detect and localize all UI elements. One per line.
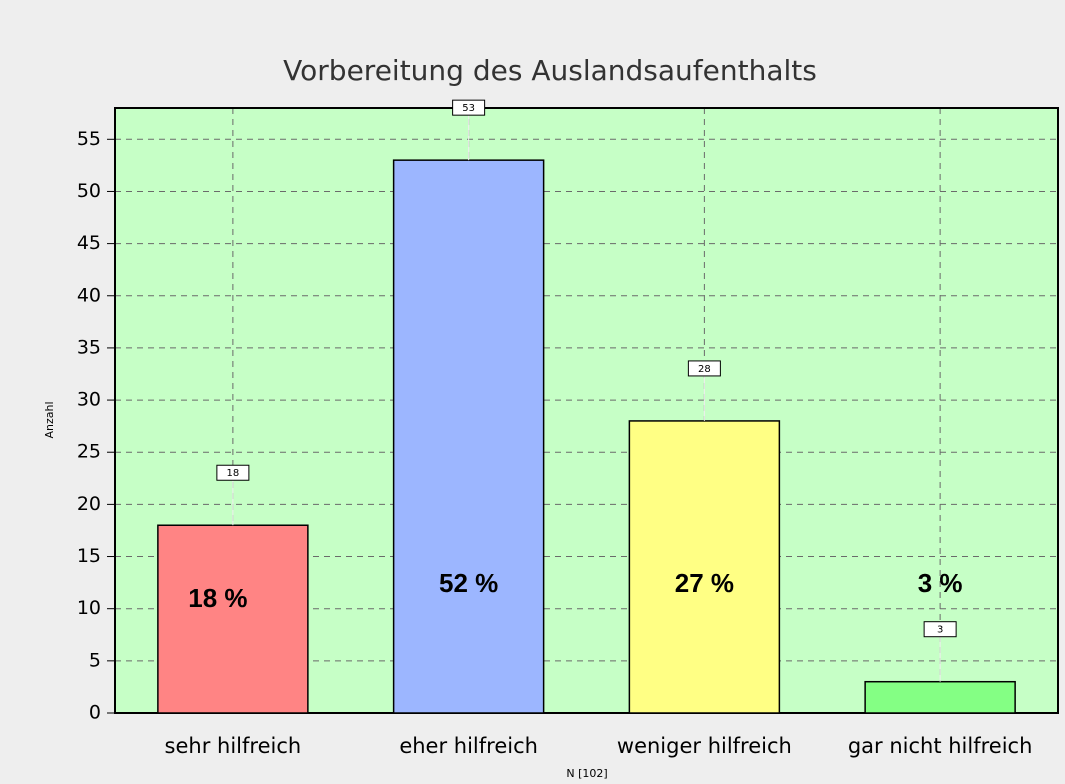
chart-title: Vorbereitung des Auslandsaufenthalts xyxy=(283,54,817,87)
bar xyxy=(864,680,1016,714)
y-tick-label: 45 xyxy=(77,232,101,254)
x-tick-label: weniger hilfreich xyxy=(617,734,792,758)
plot-border xyxy=(114,107,1059,714)
bar xyxy=(157,524,309,714)
data-label: 53 xyxy=(462,103,475,114)
y-tick-label: 55 xyxy=(77,128,101,150)
data-label: 3 xyxy=(937,625,943,636)
y-tick-label: 50 xyxy=(77,180,101,202)
bar xyxy=(628,420,781,714)
data-label: 28 xyxy=(698,364,711,375)
x-axis-label: N [102] xyxy=(566,767,607,780)
label-box xyxy=(687,360,721,377)
y-tick-label: 15 xyxy=(77,545,101,567)
y-tick-label: 35 xyxy=(77,336,101,358)
percent-label: 52 % xyxy=(439,568,498,598)
percent-label: 3 % xyxy=(918,568,963,598)
y-axis-label: Anzahl xyxy=(43,401,56,438)
bar xyxy=(392,159,545,714)
y-tick-label: 20 xyxy=(77,493,101,515)
y-tick-label: 0 xyxy=(89,702,101,724)
percent-label: 18 % xyxy=(188,583,247,613)
label-box xyxy=(452,99,486,116)
percent-label: 27 % xyxy=(675,568,734,598)
x-tick-label: eher hilfreich xyxy=(399,734,538,758)
y-tick-label: 5 xyxy=(89,649,101,671)
data-label: 18 xyxy=(227,468,240,479)
y-tick-label: 30 xyxy=(77,389,101,411)
label-box xyxy=(923,621,957,638)
x-tick-label: gar nicht hilfreich xyxy=(848,734,1033,758)
x-tick-label: sehr hilfreich xyxy=(165,734,302,758)
label-box xyxy=(216,464,250,481)
y-tick-label: 10 xyxy=(77,597,101,619)
y-tick-label: 40 xyxy=(77,284,101,306)
y-tick-label: 25 xyxy=(77,441,101,463)
